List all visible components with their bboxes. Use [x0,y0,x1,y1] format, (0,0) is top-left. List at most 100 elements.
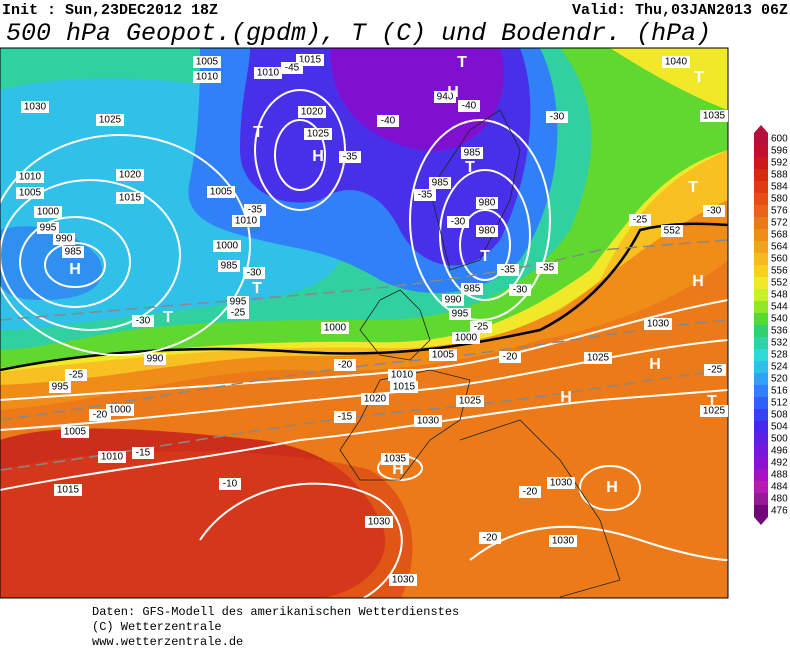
label-box [700,110,728,122]
isoline-label: -30 [247,268,262,279]
label-box [53,233,75,245]
isoline-label: 1020 [364,394,387,405]
isoline-label: -25 [474,322,489,333]
colorbar-swatch [754,133,768,145]
label-box [116,169,144,181]
label-box [388,369,416,381]
label-box [193,56,221,68]
label-box [227,307,249,319]
colorbar-label: 540 [771,314,788,325]
colorbar-swatch [754,349,768,361]
colorbar-swatch [754,505,768,517]
map-area [0,48,728,598]
label-box [54,484,82,496]
isoline-label: 985 [65,247,82,258]
label-box [704,364,726,376]
label-box [414,189,436,201]
isoline-label: 1005 [196,57,219,68]
label-box [452,332,480,344]
footer-url: www.wetterzentrale.de [92,635,243,648]
colorbar-label: 520 [771,374,788,385]
label-box [499,351,521,363]
label-box [470,321,492,333]
label-box [381,453,409,465]
isoline-label: -25 [633,215,648,226]
label-box [61,426,89,438]
isoline-label: 1025 [587,353,610,364]
colorbar-swatch [754,181,768,193]
label-box [390,381,418,393]
label-box [662,56,690,68]
label-box [16,187,44,199]
label-box [479,532,501,544]
colorbar-label: 484 [771,482,788,493]
colorbar-label: 504 [771,422,788,433]
isoline-label: 990 [56,234,73,245]
isoline-label: -30 [550,112,565,123]
colorbar-bottom-arrow [754,517,768,525]
isoline-label: -20 [503,352,518,363]
label-box [434,91,456,103]
pressure-center-label: T [688,179,698,196]
isoline-label: 1030 [552,536,575,547]
isoline-label: 1000 [455,333,478,344]
colorbar-label: 508 [771,410,788,421]
colorbar-swatch [754,421,768,433]
isoline-label: -30 [136,316,151,327]
isoline-label: 995 [452,309,469,320]
label-box [365,516,393,528]
colorbar-swatch [754,397,768,409]
isoline-label: 985 [432,178,449,189]
isoline-label: 985 [464,148,481,159]
isoline-label: 995 [52,382,69,393]
label-box [62,246,84,258]
isoline-label: -30 [707,206,722,217]
isoline-label: 1030 [417,416,440,427]
isoline-label: 985 [464,284,481,295]
isoline-label: 1015 [57,485,80,496]
label-box [497,264,519,276]
isoline-label: 940 [437,92,454,103]
label-box [218,260,240,272]
pressure-center-label: T [707,393,717,410]
label-box [509,284,531,296]
pressure-center-label: T [694,69,704,86]
colorbar-swatch [754,469,768,481]
pressure-center-label: T [457,54,467,71]
isoline-label: 1020 [301,107,324,118]
colorbar-swatch [754,241,768,253]
label-box [298,106,326,118]
isoline-label: 980 [479,198,496,209]
pressure-center-label: H [692,273,704,290]
label-box [232,215,260,227]
colorbar-swatch [754,145,768,157]
isoline-label: 552 [664,226,681,237]
colorbar-swatch [754,361,768,373]
isoline-label: 1015 [393,382,416,393]
label-box [144,353,166,365]
isoline-label: -20 [523,487,538,498]
isoline-label: -15 [338,412,353,423]
colorbar-swatch [754,409,768,421]
isoline-label: 1030 [647,319,670,330]
label-box [456,395,484,407]
isoline-label: 1030 [550,478,573,489]
isoline-label: 1000 [324,323,347,334]
colorbar-label: 592 [771,158,788,169]
colorbar-swatch [754,481,768,493]
isoline-label: 1035 [703,111,726,122]
isoline-label: -30 [513,285,528,296]
isoline-label: 1010 [196,72,219,83]
label-box [546,111,568,123]
isoline-label: 985 [221,261,238,272]
colorbar-label: 600 [771,134,788,145]
colorbar-swatch [754,229,768,241]
isoline-label: 1010 [101,452,124,463]
colorbar-label: 500 [771,434,788,445]
label-box [96,114,124,126]
colorbar-label: 492 [771,458,788,469]
colorbar-label: 528 [771,350,788,361]
colorbar-label: 560 [771,254,788,265]
label-box [132,315,154,327]
